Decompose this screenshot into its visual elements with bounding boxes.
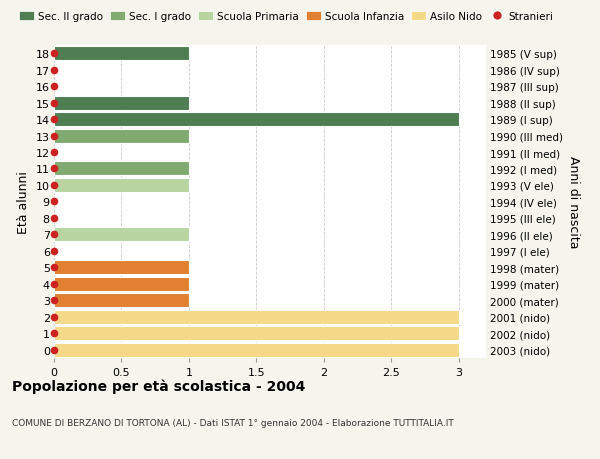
Y-axis label: Età alunni: Età alunni — [17, 171, 30, 233]
Bar — [54, 162, 189, 176]
Bar — [54, 326, 459, 341]
Bar — [54, 310, 459, 324]
Bar — [54, 277, 189, 291]
Bar — [54, 179, 189, 192]
Y-axis label: Anni di nascita: Anni di nascita — [567, 156, 580, 248]
Bar — [54, 96, 189, 110]
Bar — [54, 129, 189, 143]
Text: Popolazione per età scolastica - 2004: Popolazione per età scolastica - 2004 — [12, 379, 305, 393]
Bar — [54, 294, 189, 308]
Legend: Sec. II grado, Sec. I grado, Scuola Primaria, Scuola Infanzia, Asilo Nido, Stran: Sec. II grado, Sec. I grado, Scuola Prim… — [17, 10, 555, 24]
Bar — [54, 113, 459, 127]
Bar — [54, 261, 189, 274]
Bar — [54, 47, 189, 61]
Text: COMUNE DI BERZANO DI TORTONA (AL) - Dati ISTAT 1° gennaio 2004 - Elaborazione TU: COMUNE DI BERZANO DI TORTONA (AL) - Dati… — [12, 418, 454, 427]
Bar — [54, 343, 459, 357]
Bar — [54, 228, 189, 242]
